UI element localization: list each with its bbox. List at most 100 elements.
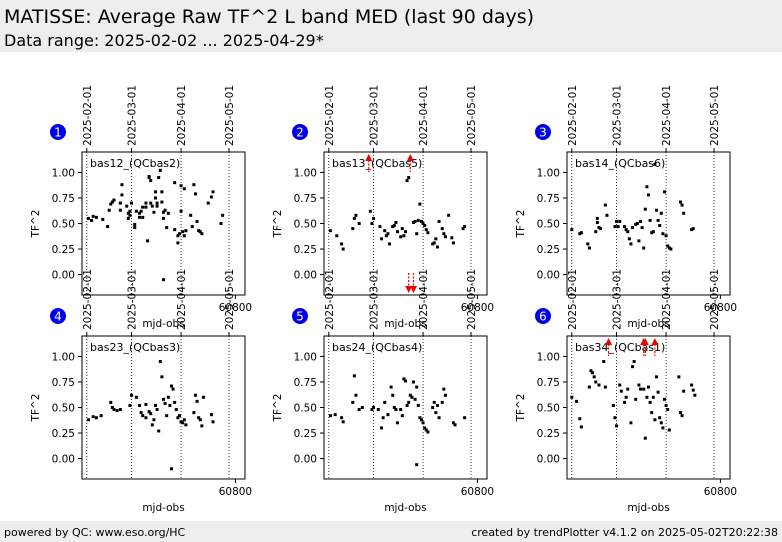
x-axis-label: mjd-obs (142, 502, 184, 514)
panel-number: 2 (296, 126, 304, 140)
data-point (645, 185, 649, 189)
data-point (197, 416, 201, 420)
data-point (461, 227, 465, 231)
y-tick-label: 0.75 (294, 377, 317, 389)
data-point (357, 222, 361, 225)
data-point (144, 201, 148, 205)
data-point (198, 230, 202, 234)
data-point (643, 207, 647, 211)
x-axis-label: mjd-obs (142, 318, 184, 330)
data-point (149, 412, 153, 416)
y-axis-label: TF^2 (30, 394, 42, 423)
data-point (394, 220, 398, 224)
data-point (677, 375, 681, 379)
data-point (162, 216, 165, 220)
y-tick-label: 0.25 (294, 428, 317, 440)
data-point (128, 209, 132, 213)
data-point (391, 225, 395, 229)
data-point (381, 416, 385, 420)
top-tick-label: 2025-04-01 (418, 269, 430, 330)
data-point (144, 402, 148, 406)
data-point (408, 393, 412, 397)
x-axis-label: mjd-obs (627, 502, 669, 514)
data-point (624, 228, 628, 232)
axes-frame (323, 151, 488, 296)
data-point (570, 228, 574, 232)
data-point (133, 223, 137, 227)
data-point (658, 416, 662, 420)
series-label: bas34_(QCbas1) (575, 341, 665, 354)
data-point (613, 416, 617, 420)
data-point (662, 190, 666, 194)
data-point (650, 411, 654, 415)
top-tick-label: 2025-04-01 (176, 85, 188, 146)
data-point (411, 380, 415, 384)
data-point (603, 203, 607, 207)
top-tick-label: 2025-04-01 (176, 269, 188, 330)
data-point (631, 365, 635, 369)
data-point (632, 360, 636, 364)
data-point (158, 168, 162, 172)
data-point (693, 393, 697, 397)
data-point (399, 235, 403, 239)
data-point (642, 246, 646, 250)
data-point (162, 210, 165, 214)
data-point (654, 208, 658, 212)
title-bar: MATISSE: Average Raw TF^2 L band MED (la… (0, 0, 782, 52)
data-point (126, 216, 130, 220)
data-point (435, 403, 439, 407)
series-label: bas12_(QCbas2) (90, 157, 180, 170)
data-point (112, 198, 116, 202)
data-point (691, 388, 695, 392)
data-point (328, 414, 332, 418)
data-point (376, 408, 380, 412)
data-point (437, 416, 441, 420)
data-point (141, 414, 145, 418)
x-tick-label: 60800 (219, 302, 252, 314)
data-point (174, 408, 178, 412)
data-point (109, 400, 113, 404)
data-point (634, 223, 638, 227)
y-tick-label: 1.00 (52, 351, 75, 363)
top-tick-label: 2025-05-01 (466, 269, 478, 330)
y-tick-label: 0.25 (537, 428, 560, 440)
outlier-arrow-head (409, 286, 417, 293)
chart-panel-3: 2025-02-01 2025-03-01 2025-04-01 2025-05-01… (515, 85, 737, 330)
data-point (154, 190, 158, 194)
data-point (629, 242, 633, 246)
data-point (453, 423, 457, 427)
top-tick-label: 2025-04-01 (661, 269, 673, 330)
x-tick-label: 60800 (704, 302, 737, 314)
data-point (396, 421, 400, 425)
data-point (94, 416, 98, 420)
y-tick-label: 0.75 (537, 193, 560, 205)
top-tick-label: 2025-04-01 (418, 85, 430, 146)
data-point (372, 216, 376, 220)
data-point (435, 245, 439, 249)
data-point (165, 226, 169, 230)
data-point (109, 202, 113, 206)
data-point (177, 232, 181, 236)
data-point (666, 408, 670, 412)
y-tick-label: 0.75 (537, 377, 560, 389)
footer-credit: powered by QC: www.eso.org/HC (4, 526, 186, 539)
data-point (163, 208, 167, 212)
data-point (383, 400, 387, 404)
data-point (154, 196, 158, 200)
data-point (659, 421, 663, 425)
data-point (158, 360, 162, 364)
data-point (591, 371, 595, 375)
data-point (209, 413, 213, 417)
data-point (110, 200, 114, 204)
panel-number: 4 (54, 310, 62, 324)
data-point (624, 395, 628, 399)
data-point (629, 421, 633, 425)
data-point (86, 216, 90, 220)
data-point (118, 208, 122, 212)
data-point (421, 222, 425, 225)
data-point (651, 395, 655, 399)
data-point (150, 204, 154, 208)
data-point (392, 224, 396, 228)
data-point (130, 393, 134, 397)
